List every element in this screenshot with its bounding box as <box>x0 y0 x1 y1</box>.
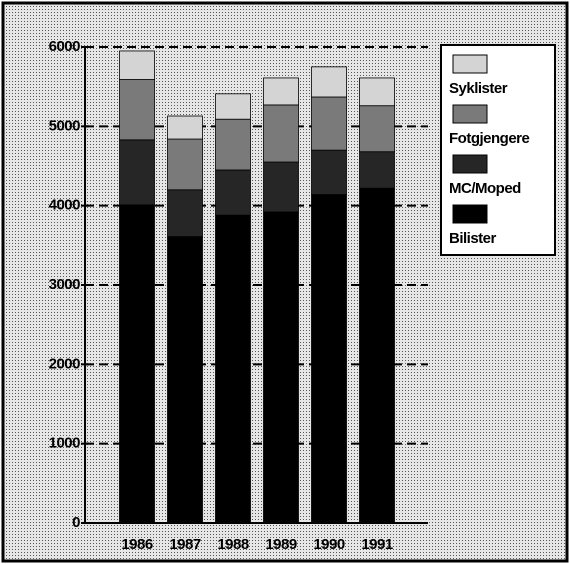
bar-segment <box>263 161 299 213</box>
bar-segment <box>215 93 251 120</box>
bar-segment <box>215 169 251 216</box>
y-tick-label: 6000 <box>49 38 81 55</box>
bar-segment <box>311 66 347 98</box>
bar-segment <box>167 138 203 191</box>
legend-label: MC/Moped <box>449 180 521 197</box>
bar-segment <box>263 211 299 524</box>
y-tick-label: 4000 <box>49 197 81 214</box>
bar-segment <box>215 214 251 524</box>
bar-segment <box>359 187 395 524</box>
y-tick-label: 2000 <box>49 355 81 372</box>
y-tick-label: 5000 <box>49 117 81 134</box>
bar-segment <box>359 77 395 107</box>
y-tick-label: 3000 <box>49 276 81 293</box>
bar-segment <box>119 50 155 80</box>
x-tick-label: 1988 <box>217 536 249 553</box>
x-tick-label: 1991 <box>361 536 393 553</box>
legend-swatch <box>452 54 488 74</box>
bar-segment <box>263 77 299 106</box>
bar-segment <box>311 194 347 524</box>
x-tick-label: 1989 <box>265 536 297 553</box>
y-tick-label: 1000 <box>49 435 81 452</box>
y-tick-label: 0 <box>72 514 80 531</box>
bar-segment <box>263 104 299 163</box>
bar-segment <box>119 139 155 206</box>
bar-segment <box>311 149 347 195</box>
x-tick-label: 1987 <box>169 536 201 553</box>
bar-segment <box>215 118 251 171</box>
bar-segment <box>359 151 395 189</box>
bar-segment <box>119 79 155 141</box>
x-tick-label: 1990 <box>313 536 345 553</box>
bar-segment <box>167 115 203 140</box>
legend-label: Syklister <box>449 80 508 97</box>
bar-segment <box>119 204 155 524</box>
bar-segment <box>167 189 203 238</box>
bar-segment <box>359 105 395 153</box>
bar-segment <box>167 236 203 524</box>
bar-segment <box>311 96 347 151</box>
legend-swatch <box>452 154 488 174</box>
legend-swatch <box>452 104 488 124</box>
x-tick-label: 1986 <box>121 536 153 553</box>
legend-label: Fotgjengere <box>449 130 529 147</box>
legend-label: Bilister <box>449 230 497 247</box>
legend-swatch <box>452 204 488 224</box>
